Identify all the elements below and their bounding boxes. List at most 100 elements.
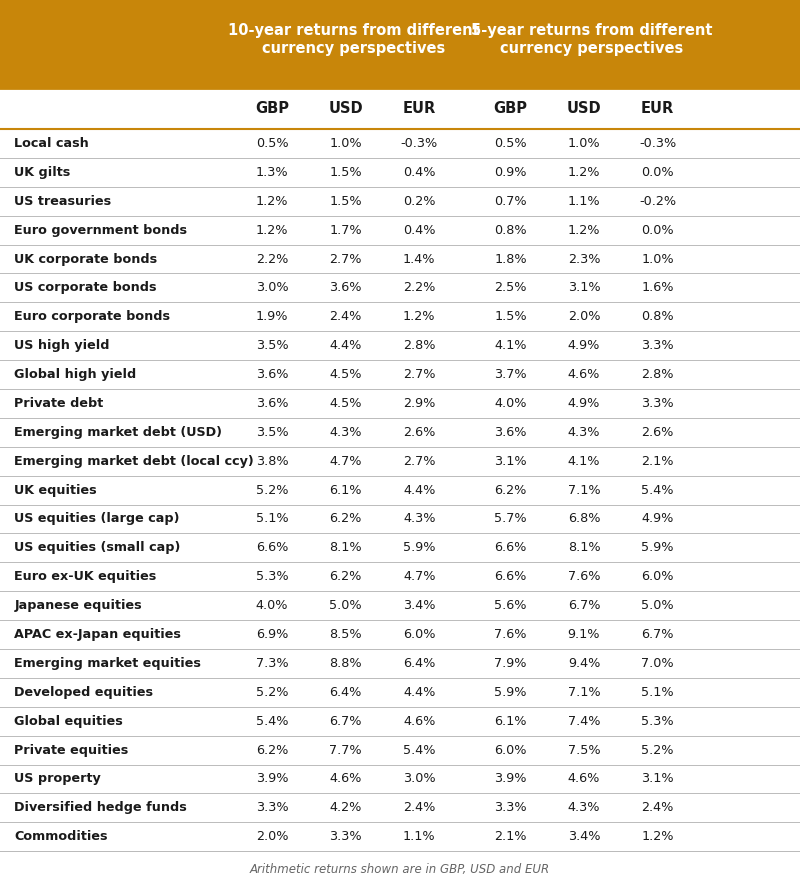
Text: APAC ex-Japan equities: APAC ex-Japan equities <box>14 628 182 641</box>
Text: 5.7%: 5.7% <box>494 513 526 525</box>
Text: 2.0%: 2.0% <box>568 310 600 323</box>
Text: UK gilts: UK gilts <box>14 166 70 179</box>
Text: Global high yield: Global high yield <box>14 368 137 381</box>
Text: 7.4%: 7.4% <box>568 715 600 728</box>
Text: 0.5%: 0.5% <box>256 137 288 150</box>
Text: Japanese equities: Japanese equities <box>14 599 142 612</box>
Text: 6.7%: 6.7% <box>642 628 674 641</box>
Text: 6.2%: 6.2% <box>256 744 288 756</box>
Text: 2.2%: 2.2% <box>403 281 435 295</box>
Text: 7.5%: 7.5% <box>568 744 600 756</box>
Text: 6.7%: 6.7% <box>330 715 362 728</box>
Text: 1.6%: 1.6% <box>642 281 674 295</box>
Text: 5.4%: 5.4% <box>256 715 288 728</box>
Text: 5.9%: 5.9% <box>403 541 435 555</box>
Text: 1.2%: 1.2% <box>256 194 288 208</box>
Text: 7.9%: 7.9% <box>494 657 526 670</box>
Text: 2.4%: 2.4% <box>330 310 362 323</box>
Text: 3.1%: 3.1% <box>642 772 674 786</box>
Text: 5.2%: 5.2% <box>256 484 288 496</box>
Text: 0.2%: 0.2% <box>403 194 435 208</box>
Text: 7.6%: 7.6% <box>494 628 526 641</box>
Text: 0.7%: 0.7% <box>494 194 526 208</box>
Text: 2.1%: 2.1% <box>494 831 526 843</box>
Text: 1.0%: 1.0% <box>642 253 674 265</box>
Text: 3.9%: 3.9% <box>494 772 526 786</box>
Text: 7.6%: 7.6% <box>568 570 600 583</box>
Text: 5.1%: 5.1% <box>256 513 288 525</box>
Text: 4.4%: 4.4% <box>330 340 362 352</box>
Text: 1.2%: 1.2% <box>403 310 435 323</box>
Text: 4.6%: 4.6% <box>330 772 362 786</box>
Text: 6.6%: 6.6% <box>256 541 288 555</box>
Text: 5.0%: 5.0% <box>642 599 674 612</box>
Text: 3.0%: 3.0% <box>256 281 288 295</box>
Text: 7.3%: 7.3% <box>256 657 288 670</box>
Text: Global equities: Global equities <box>14 715 123 728</box>
Text: Private equities: Private equities <box>14 744 129 756</box>
Text: 4.6%: 4.6% <box>568 772 600 786</box>
Text: 8.8%: 8.8% <box>330 657 362 670</box>
Text: UK corporate bonds: UK corporate bonds <box>14 253 158 265</box>
Text: 1.9%: 1.9% <box>256 310 288 323</box>
Text: Developed equities: Developed equities <box>14 685 154 699</box>
Text: 2.9%: 2.9% <box>403 397 435 410</box>
Text: 3.4%: 3.4% <box>568 831 600 843</box>
Text: 4.3%: 4.3% <box>568 801 600 814</box>
Text: -0.2%: -0.2% <box>639 194 676 208</box>
Text: 6.2%: 6.2% <box>330 570 362 583</box>
Text: 3.3%: 3.3% <box>642 397 674 410</box>
Text: 4.0%: 4.0% <box>256 599 288 612</box>
Text: 5.3%: 5.3% <box>256 570 288 583</box>
Text: 5-year returns from different
currency perspectives: 5-year returns from different currency p… <box>471 22 713 56</box>
Text: 4.5%: 4.5% <box>330 397 362 410</box>
Text: 6.1%: 6.1% <box>330 484 362 496</box>
Text: 2.3%: 2.3% <box>568 253 600 265</box>
Text: EUR: EUR <box>402 101 436 116</box>
Text: 7.7%: 7.7% <box>330 744 362 756</box>
Text: USD: USD <box>328 101 363 116</box>
Text: 7.1%: 7.1% <box>568 484 600 496</box>
Text: US treasuries: US treasuries <box>14 194 111 208</box>
Text: 4.6%: 4.6% <box>568 368 600 381</box>
Text: 3.3%: 3.3% <box>256 801 288 814</box>
Text: 1.4%: 1.4% <box>403 253 435 265</box>
Text: 1.3%: 1.3% <box>256 166 288 179</box>
Text: 2.7%: 2.7% <box>330 253 362 265</box>
Text: 3.6%: 3.6% <box>256 397 288 410</box>
Text: 1.2%: 1.2% <box>256 224 288 237</box>
Text: 6.6%: 6.6% <box>494 570 526 583</box>
Text: 3.0%: 3.0% <box>403 772 435 786</box>
Text: 3.6%: 3.6% <box>256 368 288 381</box>
Text: 0.0%: 0.0% <box>642 224 674 237</box>
Text: 0.5%: 0.5% <box>494 137 526 150</box>
Text: 3.1%: 3.1% <box>568 281 600 295</box>
Text: 4.0%: 4.0% <box>494 397 526 410</box>
Text: GBP: GBP <box>494 101 527 116</box>
Text: 5.1%: 5.1% <box>642 685 674 699</box>
Text: 5.4%: 5.4% <box>403 744 435 756</box>
Text: 4.5%: 4.5% <box>330 368 362 381</box>
Text: 3.5%: 3.5% <box>256 340 288 352</box>
Bar <box>0 0 800 88</box>
Text: 5.0%: 5.0% <box>330 599 362 612</box>
Text: 1.8%: 1.8% <box>494 253 526 265</box>
Text: 4.9%: 4.9% <box>568 340 600 352</box>
Text: 4.9%: 4.9% <box>568 397 600 410</box>
Text: 4.1%: 4.1% <box>568 455 600 468</box>
Text: 4.3%: 4.3% <box>568 426 600 439</box>
Text: US property: US property <box>14 772 101 786</box>
Text: 3.6%: 3.6% <box>330 281 362 295</box>
Text: Euro ex-UK equities: Euro ex-UK equities <box>14 570 157 583</box>
Text: 1.1%: 1.1% <box>568 194 600 208</box>
Text: US corporate bonds: US corporate bonds <box>14 281 157 295</box>
Text: 1.0%: 1.0% <box>330 137 362 150</box>
Text: 2.8%: 2.8% <box>642 368 674 381</box>
Text: Private debt: Private debt <box>14 397 104 410</box>
Text: 3.4%: 3.4% <box>403 599 435 612</box>
Text: Euro government bonds: Euro government bonds <box>14 224 187 237</box>
Text: Emerging market equities: Emerging market equities <box>14 657 202 670</box>
Text: 4.6%: 4.6% <box>403 715 435 728</box>
Text: 6.9%: 6.9% <box>256 628 288 641</box>
Text: 3.1%: 3.1% <box>494 455 526 468</box>
